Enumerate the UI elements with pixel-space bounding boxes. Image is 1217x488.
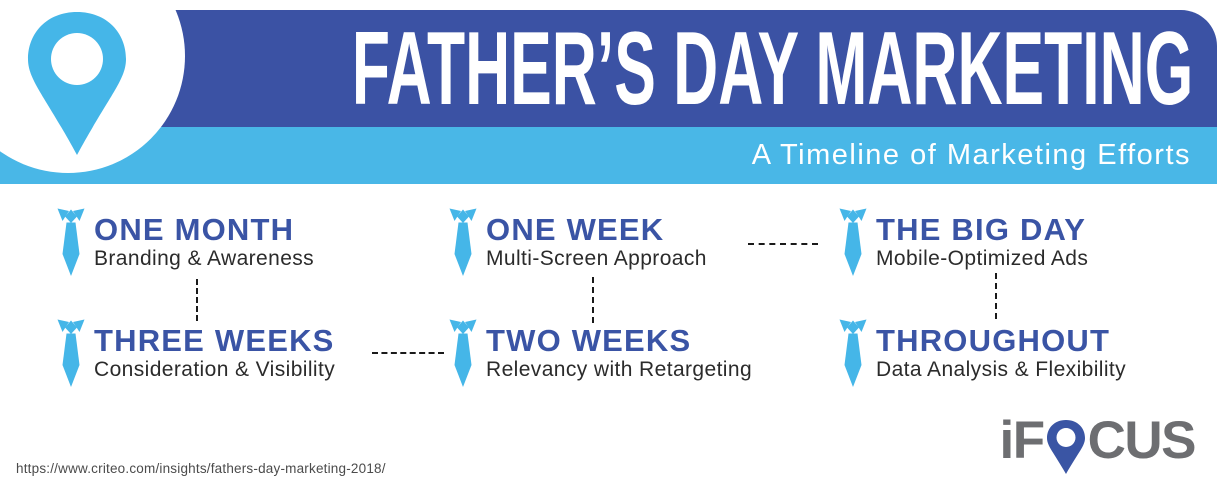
item-subtitle: Branding & Awareness [94, 247, 315, 270]
logo-text-prefix: iF [999, 411, 1045, 470]
timeline-item-three-weeks: THREE WEEKS Consideration & Visibility [56, 319, 456, 399]
item-title: TWO WEEKS [486, 323, 692, 358]
source-url: https://www.criteo.com/insights/fathers-… [16, 461, 386, 476]
connector-big-day-to-throughout [995, 273, 997, 319]
item-title: ONE MONTH [94, 212, 295, 247]
item-title: THROUGHOUT [876, 323, 1111, 358]
item-subtitle: Consideration & Visibility [94, 358, 336, 381]
page-title: FATHER’S DAY MARKETING [351, 10, 1193, 127]
timeline-item-throughout: THROUGHOUT Data Analysis & Flexibility [838, 319, 1217, 399]
tie-icon [56, 319, 86, 396]
item-title: ONE WEEK [486, 212, 665, 247]
item-subtitle: Data Analysis & Flexibility [876, 358, 1127, 381]
connector-one-week-to-two-weeks [592, 277, 594, 323]
page-subtitle: A Timeline of Marketing Efforts [751, 139, 1191, 171]
header-band: FATHER’S DAY MARKETING [0, 10, 1217, 127]
timeline-item-one-week: ONE WEEK Multi-Screen Approach [448, 208, 848, 288]
item-title: THREE WEEKS [94, 323, 335, 358]
item-subtitle: Mobile-Optimized Ads [876, 247, 1089, 270]
subtitle-band: A Timeline of Marketing Efforts [0, 127, 1217, 184]
tie-icon [838, 208, 868, 285]
ifocus-logo: iF CUS [999, 411, 1197, 479]
tie-icon [448, 208, 478, 285]
tie-icon [448, 319, 478, 396]
timeline-item-two-weeks: TWO WEEKS Relevancy with Retargeting [448, 319, 848, 399]
connector-three-weeks-to-two-weeks [372, 352, 444, 354]
item-subtitle: Multi-Screen Approach [486, 247, 707, 270]
tie-icon [56, 208, 86, 285]
connector-one-month-to-three-weeks [196, 279, 198, 321]
timeline-item-one-month: ONE MONTH Branding & Awareness [56, 208, 456, 288]
item-subtitle: Relevancy with Retargeting [486, 358, 753, 381]
item-title: THE BIG DAY [876, 212, 1087, 247]
logo-pin-icon [1044, 420, 1088, 479]
logo-text-suffix: CUS [1087, 411, 1197, 470]
tie-icon [838, 319, 868, 396]
timeline-item-big-day: THE BIG DAY Mobile-Optimized Ads [838, 208, 1217, 288]
connector-one-week-to-big-day [748, 243, 818, 245]
